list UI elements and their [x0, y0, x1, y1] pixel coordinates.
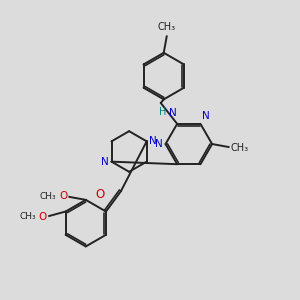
- Text: N: N: [101, 157, 109, 167]
- Text: CH₃: CH₃: [19, 212, 36, 221]
- Text: N: N: [169, 108, 177, 118]
- Text: N: N: [149, 136, 157, 146]
- Text: O: O: [39, 212, 47, 222]
- Text: CH₃: CH₃: [39, 192, 56, 201]
- Text: N: N: [155, 139, 163, 149]
- Text: O: O: [59, 191, 67, 201]
- Text: H: H: [159, 107, 166, 117]
- Text: O: O: [96, 188, 105, 201]
- Text: CH₃: CH₃: [231, 142, 249, 153]
- Text: CH₃: CH₃: [158, 22, 176, 32]
- Text: N: N: [202, 112, 210, 122]
